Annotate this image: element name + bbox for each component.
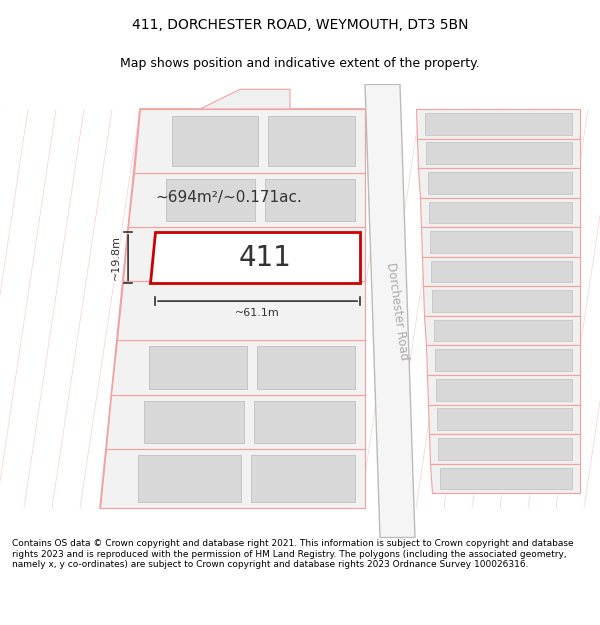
Polygon shape	[437, 409, 572, 430]
Text: Dorchester Road: Dorchester Road	[384, 261, 410, 361]
Polygon shape	[265, 179, 355, 221]
Polygon shape	[100, 109, 365, 508]
Polygon shape	[172, 116, 259, 166]
Polygon shape	[106, 394, 365, 449]
Polygon shape	[268, 116, 355, 166]
Polygon shape	[149, 346, 247, 389]
Polygon shape	[123, 228, 365, 281]
Polygon shape	[424, 316, 580, 346]
Polygon shape	[431, 261, 572, 282]
Text: Map shows position and indicative extent of the property.: Map shows position and indicative extent…	[120, 57, 480, 70]
Polygon shape	[430, 231, 572, 253]
Polygon shape	[425, 113, 572, 134]
Polygon shape	[423, 286, 580, 316]
Polygon shape	[143, 401, 244, 443]
Polygon shape	[429, 202, 572, 223]
Polygon shape	[417, 139, 580, 168]
Polygon shape	[435, 349, 572, 371]
Polygon shape	[257, 346, 355, 389]
Polygon shape	[428, 172, 572, 194]
Polygon shape	[436, 379, 572, 401]
Polygon shape	[128, 173, 365, 228]
Polygon shape	[254, 401, 355, 443]
Polygon shape	[430, 464, 580, 493]
Polygon shape	[117, 281, 365, 341]
Polygon shape	[418, 168, 580, 198]
Polygon shape	[100, 449, 365, 508]
Polygon shape	[365, 84, 415, 538]
Polygon shape	[112, 341, 365, 394]
Polygon shape	[138, 455, 241, 502]
Text: ~19.8m: ~19.8m	[111, 235, 121, 280]
Polygon shape	[433, 290, 572, 312]
Polygon shape	[200, 89, 290, 109]
Polygon shape	[427, 142, 572, 164]
Polygon shape	[166, 179, 256, 221]
Text: ~61.1m: ~61.1m	[235, 308, 280, 318]
Polygon shape	[422, 257, 580, 286]
Polygon shape	[134, 109, 365, 173]
Polygon shape	[419, 198, 580, 228]
Polygon shape	[425, 346, 580, 375]
Polygon shape	[421, 228, 580, 257]
Text: ~694m²/~0.171ac.: ~694m²/~0.171ac.	[155, 190, 302, 205]
Polygon shape	[434, 320, 572, 341]
Polygon shape	[429, 434, 580, 464]
Polygon shape	[439, 438, 572, 459]
Text: 411, DORCHESTER ROAD, WEYMOUTH, DT3 5BN: 411, DORCHESTER ROAD, WEYMOUTH, DT3 5BN	[132, 18, 468, 32]
Text: 411: 411	[239, 244, 292, 272]
Polygon shape	[150, 232, 360, 283]
Polygon shape	[251, 455, 355, 502]
Polygon shape	[428, 404, 580, 434]
Polygon shape	[416, 109, 580, 139]
Text: Contains OS data © Crown copyright and database right 2021. This information is : Contains OS data © Crown copyright and d…	[12, 539, 574, 569]
Polygon shape	[440, 468, 572, 489]
Polygon shape	[427, 375, 580, 404]
